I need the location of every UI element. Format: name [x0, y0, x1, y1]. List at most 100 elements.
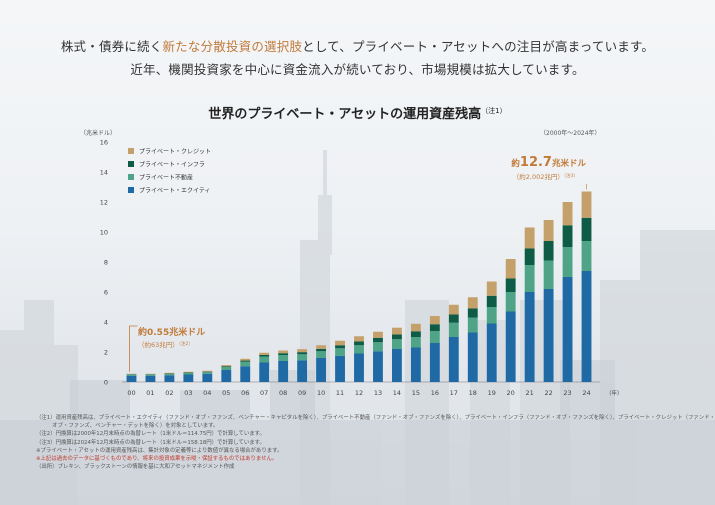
bar-segment	[316, 358, 327, 382]
bar-segment	[335, 348, 345, 356]
bar-segment	[373, 351, 383, 382]
bar-segment	[202, 372, 213, 374]
annotation-leader-start	[129, 325, 138, 372]
bar-segment	[335, 340, 345, 346]
bar-segment	[524, 265, 535, 292]
headline-line-1: 株式・債券に続く新たな分散投資の選択肢として、プライベート・アセットへの注目が高…	[0, 36, 715, 55]
bar-segment	[259, 356, 270, 363]
x-tick-label: 09	[298, 389, 306, 397]
bar-segment	[562, 277, 573, 382]
bar-segment	[505, 259, 516, 279]
y-tick-label: 10	[100, 229, 108, 237]
annotation-end-note: （注3）	[564, 172, 578, 179]
y-tick-label: 4	[104, 319, 108, 327]
footnote-4: ※プライベート・アセットの運用資産残高は、集計対象の定義等により数値が異なる場合…	[36, 447, 283, 454]
y-tick-label: 0	[104, 379, 108, 387]
bar-segment	[524, 248, 535, 265]
legend-label: プライベート不動産	[139, 174, 193, 182]
x-tick-label: 03	[184, 389, 192, 397]
bar-segment	[410, 347, 421, 382]
bar-segment	[505, 311, 516, 382]
y-tick-label: 2	[104, 349, 108, 357]
bar-segment	[297, 360, 308, 382]
chart-title: 世界のプライベート・アセットの運用資産残高（注1）	[0, 103, 715, 122]
bar-segment	[448, 314, 459, 323]
bar-segment	[164, 372, 175, 374]
x-tick-label: 22	[544, 389, 552, 397]
y-tick-label: 14	[100, 169, 108, 177]
annotation-start-value: 約0.55兆米ドル	[138, 326, 205, 338]
bar-segment	[221, 366, 232, 367]
bar-segment	[562, 202, 573, 226]
footnote-1: （注1）運用資産残高は、プライベート・エクイティ（ファンド・オブ・ファンズ、ベン…	[36, 415, 715, 421]
bar-segment	[448, 322, 459, 337]
bar-segment	[183, 371, 194, 373]
bar-segment	[391, 327, 402, 335]
bar-segment	[581, 217, 592, 241]
bar-segment	[410, 337, 421, 348]
bar-segment	[183, 374, 194, 382]
x-tick-label: 23	[563, 389, 571, 397]
bar-segment	[448, 337, 459, 382]
annotation-end-prefix: 約	[511, 158, 520, 169]
bar-segment	[581, 191, 592, 218]
bar-segment	[202, 373, 213, 382]
bar-segment	[391, 334, 402, 340]
bar-segment	[373, 342, 383, 352]
bar-segment	[202, 370, 213, 372]
bar-segment	[126, 374, 137, 376]
x-tick-label: 04	[203, 389, 211, 397]
bar-segment	[221, 370, 232, 382]
annotation-end-sub: （約2,002兆円）（注3）	[513, 172, 578, 181]
legend-label: プライベート・インフラ	[139, 162, 205, 169]
headline-line-2: 近年、機関投資家を中心に資金流入が続いており、市場規模は拡大しています。	[130, 62, 585, 77]
bar-segment	[354, 341, 364, 346]
bar-segment	[240, 361, 251, 367]
x-tick-label: 08	[279, 389, 287, 397]
bar-segment	[145, 375, 156, 382]
bar-segment	[543, 289, 554, 382]
bar-segment	[278, 350, 289, 354]
bar-segment	[391, 339, 402, 349]
bar-segment	[429, 343, 440, 382]
bar-segment	[562, 225, 573, 247]
legend-swatch	[128, 187, 134, 193]
bar-segment	[429, 331, 440, 343]
x-tick-label: 01	[146, 389, 154, 397]
bar-segment	[429, 324, 440, 331]
bar-segment	[297, 352, 308, 355]
bar-segment	[524, 227, 535, 249]
y-tick-label: 8	[104, 259, 108, 267]
y-axis-unit: （兆米ドル）	[80, 130, 117, 137]
bar-segment	[221, 367, 232, 370]
bar-segment	[164, 375, 175, 382]
bar-segment	[259, 352, 270, 355]
x-tick-label: 16	[431, 389, 439, 397]
y-tick-label: 12	[100, 199, 108, 207]
legend-label: プライベート・クレジット	[139, 149, 211, 156]
x-tick-label: 05	[222, 389, 230, 397]
bar-segment	[202, 371, 213, 373]
bar-segment	[391, 349, 402, 382]
bar-segment	[562, 247, 573, 277]
bar-segment	[183, 373, 194, 375]
x-tick-label: 13	[374, 389, 382, 397]
bar-segment	[581, 241, 592, 271]
x-axis-unit: （年）	[606, 389, 623, 397]
bar-segment	[543, 260, 554, 289]
headline-text-b: として、プライベート・アセットへの注目が高まっています。	[302, 39, 655, 54]
bar-segment	[316, 348, 327, 352]
bar-segment	[126, 375, 137, 382]
bar-segment	[240, 366, 251, 382]
bar-segment	[486, 281, 497, 296]
x-tick-label: 19	[488, 389, 496, 397]
bar-segment	[486, 295, 497, 307]
x-tick-label: 06	[241, 389, 249, 397]
y-tick-label: 16	[100, 139, 108, 147]
x-tick-label: 15	[412, 389, 420, 397]
bar-segment	[524, 292, 535, 382]
bar-segment	[467, 297, 478, 309]
bar-segment	[240, 358, 251, 361]
legend-label: プライベート・エクイティ	[139, 188, 211, 195]
